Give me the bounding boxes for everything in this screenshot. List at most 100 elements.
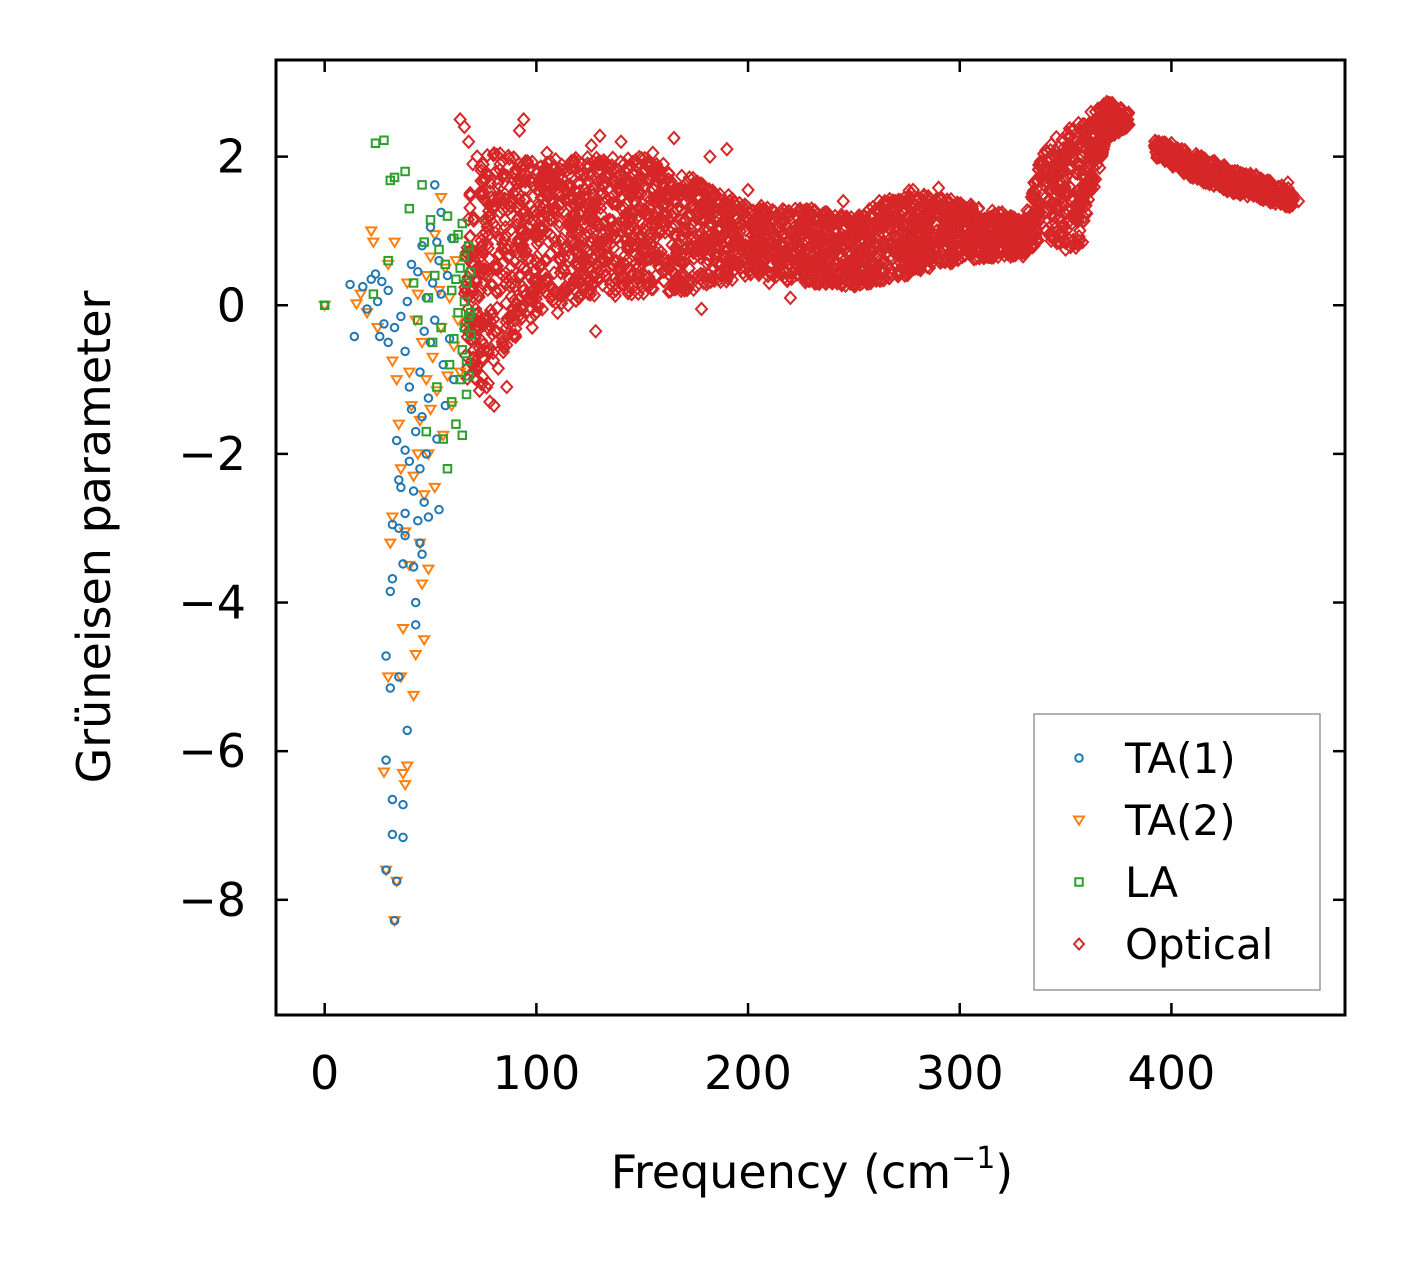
optical-point — [703, 149, 717, 165]
la-point — [319, 300, 330, 311]
x-tick-label: 100 — [492, 1046, 580, 1100]
ta-1-point — [415, 464, 425, 474]
optical-point — [488, 323, 502, 339]
optical-point — [516, 111, 531, 127]
ta-1-point — [387, 829, 398, 840]
ta-2-point — [400, 761, 415, 773]
optical-point — [1068, 208, 1083, 224]
optical-point — [677, 282, 692, 298]
optical-point — [488, 164, 503, 180]
optical-point — [472, 383, 487, 399]
la-point — [404, 203, 415, 214]
optical-point — [981, 248, 996, 264]
optical-point — [773, 264, 788, 280]
ta-2-point — [396, 624, 410, 636]
optical-point — [619, 273, 634, 289]
optical-point — [686, 229, 701, 245]
optical-point — [1040, 169, 1055, 185]
optical-point — [983, 243, 997, 259]
optical-point — [626, 155, 641, 171]
optical-point — [729, 223, 744, 239]
ta-1-point — [370, 269, 381, 279]
optical-point — [535, 172, 550, 188]
optical-point — [980, 244, 994, 260]
optical-point — [571, 153, 586, 169]
optical-point — [906, 182, 921, 198]
optical-point — [586, 268, 601, 284]
optical-point — [827, 241, 842, 257]
optical-point — [986, 227, 1001, 243]
optical-point — [1041, 150, 1056, 166]
optical-point — [962, 226, 976, 242]
la-point — [442, 211, 453, 221]
ta-1-point — [381, 865, 391, 875]
optical-point — [642, 156, 657, 172]
x-tick-label: 0 — [310, 1046, 339, 1100]
optical-point — [1235, 176, 1249, 192]
optical-point — [915, 212, 930, 228]
legend-label: TA(1) — [1124, 734, 1236, 783]
la-point — [465, 307, 476, 318]
optical-point — [509, 305, 523, 321]
ta-1-point — [379, 319, 389, 329]
optical-point — [933, 231, 948, 247]
ta-1-point — [381, 651, 391, 661]
optical-point — [685, 269, 700, 285]
optical-point — [796, 253, 811, 269]
optical-point — [783, 290, 798, 306]
optical-point — [661, 171, 676, 187]
optical-point — [568, 196, 582, 212]
optical-point — [722, 251, 736, 267]
optical-point — [602, 212, 617, 228]
ta-1-point — [398, 832, 408, 843]
optical-point — [509, 176, 524, 192]
optical-point — [479, 379, 494, 395]
la-point — [461, 278, 472, 288]
la-point — [465, 330, 476, 340]
optical-point — [1028, 185, 1043, 201]
optical-point — [952, 241, 967, 258]
legend-marker-la — [1074, 877, 1084, 887]
ta-1-point — [415, 367, 425, 377]
optical-point — [669, 227, 683, 243]
axis-ticks: 0 100 200 300 400 2 0 −2 −4 −6 −8 — [178, 60, 1345, 1100]
optical-point — [491, 181, 506, 197]
optical-point — [508, 278, 523, 294]
la-point — [446, 397, 457, 407]
optical-point — [587, 287, 602, 303]
optical-point — [508, 327, 523, 343]
optical-point — [875, 260, 889, 276]
optical-point — [540, 145, 554, 161]
optical-point — [631, 184, 645, 200]
optical-point — [890, 242, 904, 258]
ta-2-point — [440, 371, 455, 383]
optical-point — [645, 145, 660, 161]
optical-point — [937, 220, 951, 236]
optical-point — [1077, 144, 1091, 160]
optical-point — [707, 187, 721, 203]
optical-point — [1032, 157, 1046, 173]
optical-point — [773, 255, 788, 271]
optical-point — [689, 211, 704, 227]
optical-point — [684, 198, 699, 214]
optical-point — [696, 195, 711, 211]
optical-point — [878, 207, 893, 223]
optical-point — [624, 286, 639, 302]
optical-point — [563, 160, 578, 176]
optical-point — [696, 267, 710, 283]
optical-point — [489, 260, 504, 276]
optical-point — [499, 240, 514, 256]
optical-point — [557, 263, 571, 279]
optical-point — [730, 211, 745, 227]
optical-point — [643, 230, 657, 246]
optical-point — [553, 161, 567, 177]
optical-point — [1061, 137, 1076, 153]
ta-1-point — [434, 504, 444, 515]
optical-point — [577, 241, 592, 257]
optical-point — [1062, 120, 1077, 137]
la-point — [438, 434, 448, 444]
optical-point — [590, 234, 605, 250]
optical-point — [594, 236, 609, 252]
optical-point — [1217, 157, 1232, 174]
ta-1-point — [400, 346, 410, 357]
